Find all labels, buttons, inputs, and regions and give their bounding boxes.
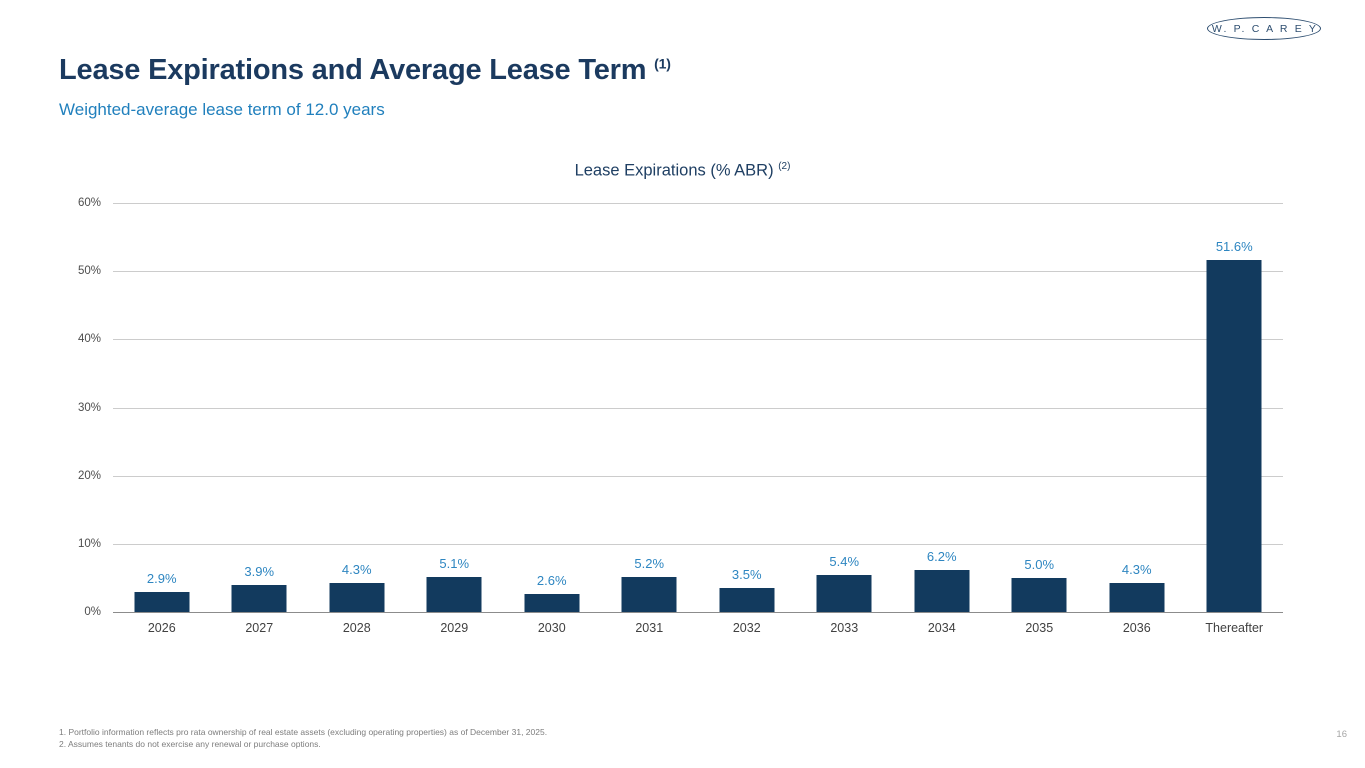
x-axis-tick-label: 2026	[147, 621, 176, 635]
x-axis-tick-label: 2034	[927, 621, 956, 635]
bar-value-label: 3.9%	[244, 564, 275, 580]
x-axis-line	[113, 612, 1283, 613]
bar-2030	[524, 594, 580, 612]
x-axis-tick-label: 2028	[342, 621, 371, 635]
title-footnote-ref: (1)	[654, 55, 671, 72]
bar-value-label: 4.3%	[341, 561, 372, 577]
x-axis-tick-label: 2035	[1025, 621, 1054, 635]
bar-2036	[1109, 582, 1165, 612]
bar-column: 5.1% 2029	[406, 203, 504, 635]
bar-value-label: 4.3%	[1121, 561, 1152, 577]
bar-value-label: 5.4%	[829, 554, 860, 570]
bar-column: 2.9% 2026	[113, 203, 211, 635]
bar-value-label: 5.0%	[1024, 556, 1055, 572]
gridline	[113, 339, 1283, 341]
gridline	[113, 203, 1283, 204]
y-axis-tick-label: 30%	[77, 401, 101, 414]
bar-2034	[914, 569, 970, 612]
bar-value-label: 51.6%	[1215, 239, 1253, 255]
page-number: 16	[1336, 729, 1347, 740]
bar-column: 3.5% 2032	[698, 203, 796, 635]
bar-2035	[1011, 577, 1067, 612]
bar-thereafter	[1206, 260, 1262, 612]
gridline	[113, 407, 1283, 409]
bar-value-label: 2.9%	[146, 571, 177, 587]
chart-title: Lease Expirations (% ABR) (2)	[0, 161, 1365, 181]
gridline	[113, 271, 1283, 273]
bar-2032	[719, 588, 775, 612]
bar-2031	[621, 576, 677, 612]
x-axis-tick-label: 2032	[732, 621, 761, 635]
x-axis-tick-label: 2027	[245, 621, 274, 635]
bar-column: 5.0% 2035	[991, 203, 1089, 635]
x-axis-tick-label: 2030	[537, 621, 566, 635]
footnote-1: 1. Portfolio information reflects pro ra…	[59, 727, 548, 737]
x-axis-tick-label: 2029	[440, 621, 469, 635]
chart-title-text: Lease Expirations (% ABR)	[574, 161, 774, 180]
y-axis-tick-label: 50%	[77, 265, 101, 278]
x-axis-tick-label: 2031	[635, 621, 664, 635]
gridline	[113, 475, 1283, 477]
y-axis-tick-label: 0%	[84, 606, 101, 618]
bar-column: 4.3% 2036	[1088, 203, 1186, 635]
bar-column: 5.4% 2033	[796, 203, 894, 635]
title-block: Lease Expirations and Average Lease Term…	[59, 54, 671, 120]
bar-column: 5.2% 2031	[601, 203, 699, 635]
wpcarey-logo: W. P. C A R E Y	[1207, 17, 1321, 40]
bar-2026	[134, 592, 190, 612]
bar-value-label: 3.5%	[731, 567, 762, 583]
x-axis-tick-label: 2033	[830, 621, 859, 635]
bars-row: 2.9% 2026 3.9% 2027 4.3% 2028 5.1% 2029 2.6% 2030…	[113, 203, 1284, 635]
wpcarey-logo-text: W. P. C A R E Y	[1211, 22, 1319, 35]
bar-column: 51.6% Thereafter	[1186, 203, 1284, 635]
bar-2033	[816, 575, 872, 612]
footnotes: 1. Portfolio information reflects pro ra…	[59, 727, 547, 750]
bar-value-label: 5.1%	[439, 556, 470, 572]
bar-2028	[329, 582, 385, 612]
plot-area: 0% 10% 20% 30% 40% 50% 60% 2.9% 2026 3.9% 2027 4.3…	[78, 197, 1284, 635]
y-axis-tick-label: 60%	[77, 197, 101, 209]
bar-value-label: 6.2%	[926, 548, 957, 564]
page-title-text: Lease Expirations and Average Lease Term	[59, 54, 647, 86]
bar-value-label: 2.6%	[536, 573, 567, 589]
x-axis-tick-label: Thereafter	[1205, 621, 1264, 635]
y-axis-tick-label: 10%	[77, 537, 101, 550]
bar-value-label: 5.2%	[634, 555, 665, 571]
y-axis-tick-label: 20%	[77, 469, 101, 482]
footnote-2: 2. Assumes tenants do not exercise any r…	[59, 738, 321, 749]
bar-column: 4.3% 2028	[308, 203, 406, 635]
y-axis-tick-label: 40%	[77, 333, 101, 346]
gridline	[113, 543, 1283, 545]
bar-column: 6.2% 2034	[893, 203, 991, 635]
bar-column: 3.9% 2027	[211, 203, 309, 635]
page-subtitle: Weighted-average lease term of 12.0 year…	[59, 100, 385, 119]
page-title: Lease Expirations and Average Lease Term…	[59, 54, 671, 87]
bar-column: 2.6% 2030	[503, 203, 601, 635]
bar-2029	[426, 577, 482, 612]
bar-2027	[231, 585, 287, 612]
chart-title-footnote-ref: (2)	[778, 161, 791, 172]
x-axis-tick-label: 2036	[1122, 621, 1151, 635]
